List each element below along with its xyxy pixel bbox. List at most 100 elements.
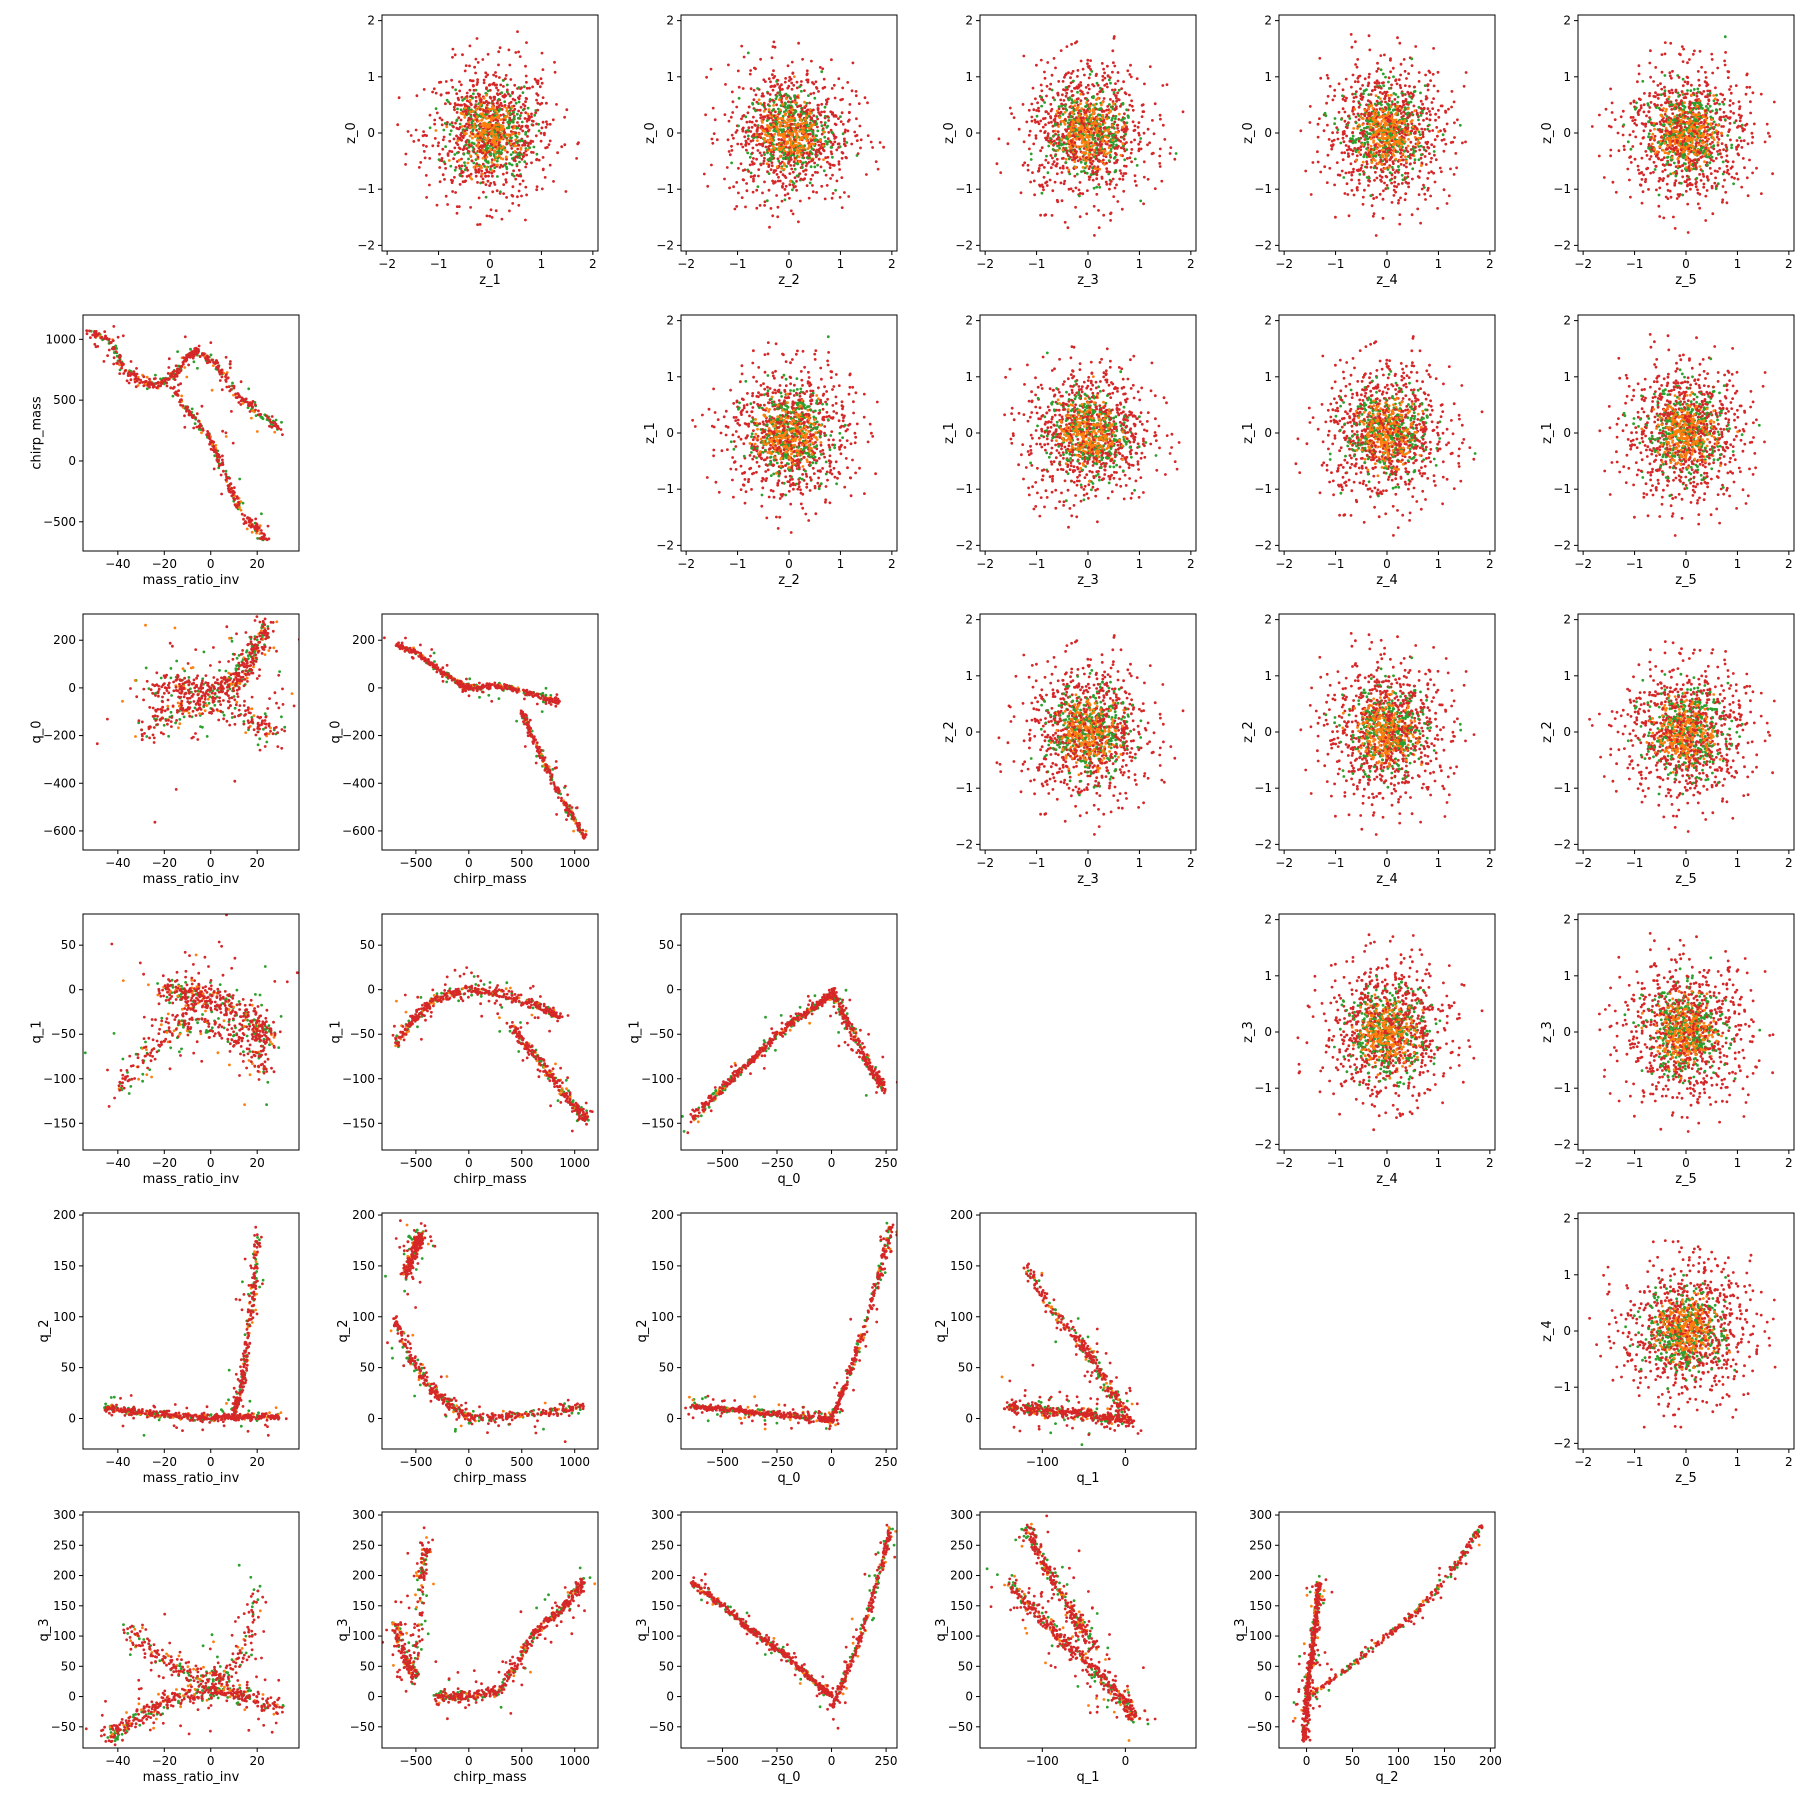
- scatter-point-z2-z0-2-3079: [767, 116, 771, 120]
- scatter-point-z3-z0-0-1108: [1029, 158, 1033, 161]
- scatter-point-z2-z0-0-1054: [800, 89, 803, 93]
- scatter-point-z2-z0-2-224: [805, 69, 809, 73]
- scatter-point-z1-z0-1-2124: [493, 123, 496, 127]
- scatter-point-z3-z0-1-2009: [1105, 117, 1109, 121]
- scatter-point-z3-z0-2-3028: [1069, 187, 1073, 191]
- scatter-point-z4-z0-0-1175: [1392, 108, 1396, 112]
- scatter-point-z4-z0-2-453: [1394, 190, 1397, 194]
- scatter-point-z1-z0-2-3135: [406, 130, 410, 133]
- scatter-point-z4-z0-2-547: [1358, 74, 1362, 78]
- scatter-point-z4-z0-1-2077: [1406, 130, 1410, 133]
- scatter-point-z4-z0-2-241: [1354, 40, 1357, 44]
- scatter-point-z2-z0-2-577: [763, 204, 766, 207]
- scatter-point-z3-z0-0-1150: [1092, 186, 1096, 190]
- scatter-point-z2-z0-0-1288: [769, 152, 773, 156]
- scatter-point-z4-z0-1-2094: [1387, 144, 1391, 148]
- scatter-point-z3-z0-2-3116: [1069, 149, 1073, 153]
- scatter-point-z2-z0-2-3070: [779, 162, 782, 165]
- scatter-point-z3-z0-2-3077: [1043, 70, 1046, 74]
- scatter-point-z3-z0-0-1170: [1064, 146, 1068, 150]
- scatter-point-z1-z0-0-1061: [520, 153, 523, 156]
- scatter-point-z3-z0-2-327: [1054, 132, 1057, 136]
- scatter-point-z3-z0-0-1153: [1056, 144, 1059, 148]
- scatter-point-z2-z0-2-3156: [772, 114, 776, 117]
- scatter-point-z3-z0-0-1180: [1099, 107, 1103, 110]
- scatter-point-z3-z0-2-254: [1130, 104, 1134, 108]
- scatter-point-z1-z0-2-544: [465, 147, 469, 151]
- scatter-point-z1-z0-0-1007: [453, 153, 457, 156]
- scatter-point-z1-z0-1-2156: [476, 142, 480, 146]
- scatter-point-z1-z0-2-534: [529, 115, 533, 118]
- scatter-point-z3-z0-1-2181: [1081, 137, 1085, 141]
- scatter-point-z1-z0-2-79: [556, 151, 559, 155]
- scatter-point-z1-z0-1-2159: [513, 144, 516, 148]
- scatter-point-z3-z0-2-501: [1042, 166, 1046, 169]
- scatter-point-z2-z0-2-185: [840, 111, 844, 115]
- scatter-point-z2-z0-2-3013: [761, 126, 765, 129]
- scatter-point-z3-z0-2-3107: [1087, 87, 1091, 91]
- scatter-point-z3-z0-0-1287: [1068, 172, 1072, 176]
- scatter-point-z1-z0-2-276: [432, 87, 436, 91]
- scatter-point-z3-z0-2-454: [1111, 49, 1115, 53]
- scatter-point-z3-z0-1-2134: [1085, 114, 1089, 118]
- scatter-point-z3-z0-2-3117: [1073, 141, 1077, 145]
- scatter-point-z4-z0-2-488: [1404, 180, 1408, 184]
- scatter-point-z1-z0-1-2213: [507, 134, 511, 138]
- scatter-point-z2-z0-1-2026: [786, 118, 789, 121]
- scatter-point-z1-z0-2-585: [474, 99, 478, 103]
- scatter-point-z2-z0-0-1265: [768, 104, 771, 108]
- scatter-point-z3-z0-2-467: [1081, 92, 1085, 96]
- scatter-point-z2-z0-2-535: [807, 196, 811, 200]
- scatter-point-z3-z0-1-2198: [1088, 109, 1092, 113]
- scatter-point-z2-z0-2-226: [846, 120, 850, 123]
- scatter-point-z1-z0-2-21: [477, 196, 481, 200]
- scatter-point-z2-z0-2-471: [774, 169, 778, 172]
- scatter-point-z4-z0-0-1117: [1351, 134, 1355, 138]
- scatter-point-z3-z0-1-2171: [1067, 131, 1071, 135]
- x-tick-label: 1: [1136, 257, 1144, 271]
- scatter-point-z3-z0-0-1201: [1091, 137, 1095, 141]
- scatter-point-z3-z0-2-77: [1081, 192, 1085, 196]
- scatter-point-z3-z0-2-3001: [1065, 151, 1069, 155]
- scatter-point-z1-z0-1-2153: [459, 111, 463, 115]
- scatter-point-z3-z0-2-447: [1055, 198, 1059, 202]
- scatter-point-z4-z0-2-353: [1308, 105, 1312, 108]
- scatter-point-z2-z0-2-302: [769, 207, 773, 210]
- scatter-point-z4-z0-2-8: [1428, 152, 1431, 156]
- scatter-point-z4-z0-0-1295: [1417, 130, 1421, 134]
- scatter-point-z1-z0-1-2210: [473, 126, 476, 130]
- scatter-point-z1-z0-0-1090: [434, 107, 438, 110]
- scatter-point-z1-z0-2-538: [461, 170, 465, 174]
- scatter-point-z3-z0-0-1267: [1113, 170, 1117, 174]
- scatter-point-z2-z0-1-2101: [757, 98, 761, 102]
- scatter-point-z4-z0-2-232: [1440, 138, 1444, 142]
- scatter-point-z2-z0-2-3112: [744, 205, 747, 209]
- scatter-point-z2-z0-1-2099: [799, 118, 803, 122]
- scatter-point-z1-z0-1-2080: [494, 133, 498, 136]
- scatter-point-z3-z0-2-3139: [1068, 123, 1072, 126]
- scatter-point-z1-z0-2-3094: [487, 133, 490, 136]
- scatter-point-z1-z0-2-473: [484, 183, 488, 187]
- scatter-point-z1-z0-2-3063: [456, 96, 460, 100]
- scatter-point-z4-z0-2-240: [1397, 199, 1401, 202]
- scatter-point-z2-z0-2-66: [793, 98, 797, 102]
- scatter-point-z1-z0-0-1041: [463, 168, 467, 172]
- scatter-point-z2-z0-0-1057: [737, 96, 741, 100]
- scatter-point-z2-z0-1-2120: [822, 158, 825, 162]
- scatter-point-z1-z0-2-563: [553, 60, 556, 64]
- scatter-point-z2-z0-0-1152: [766, 158, 770, 162]
- scatter-point-z2-z0-2-147: [795, 179, 798, 183]
- scatter-point-z4-z0-0-1164: [1362, 155, 1366, 159]
- scatter-point-z1-z0-2-306: [505, 196, 508, 199]
- scatter-point-z3-z0-2-510: [1085, 212, 1089, 216]
- scatter-point-z4-z0-2-36: [1409, 156, 1412, 160]
- scatter-point-z3-z0-2-3046: [1089, 68, 1092, 71]
- scatter-point-z1-z0-1-2109: [480, 133, 484, 137]
- scatter-point-z4-z0-2-485: [1418, 148, 1422, 152]
- scatter-point-z2-z0-2-3110: [811, 158, 814, 162]
- scatter-point-z1-z0-0-1074: [510, 163, 514, 167]
- scatter-point-z1-z0-2-84: [526, 135, 529, 138]
- scatter-point-z1-z0-2-86: [519, 127, 522, 131]
- scatter-point-z3-z0-2-371: [1146, 143, 1149, 147]
